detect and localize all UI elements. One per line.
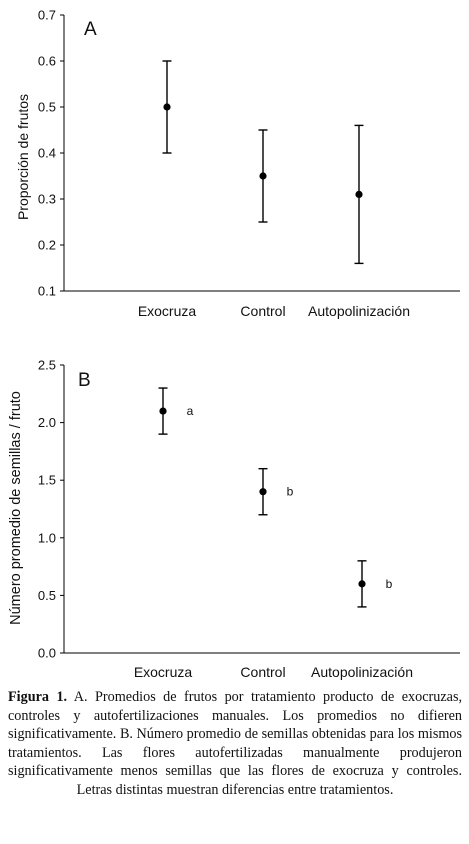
significance-letter: b	[386, 577, 393, 591]
x-tick-label: Autopolinización	[308, 303, 410, 319]
y-tick-label: 0.5	[38, 588, 56, 603]
significance-letter: b	[287, 485, 294, 499]
caption-label: Figura 1.	[8, 689, 68, 705]
chart-b-panel-label: B	[78, 370, 91, 391]
figure-caption: Figura 1. A. Promedios de frutos por tra…	[8, 688, 462, 800]
y-tick-label: 0.4	[38, 146, 56, 161]
y-tick-label: 0.3	[38, 192, 56, 207]
chart-a-ylabel: Proporción de frutos	[15, 94, 31, 220]
caption-text: A. Promedios de frutos por tratamiento p…	[8, 689, 463, 798]
significance-letter: a	[187, 404, 194, 418]
x-tick-label: Exocruza	[134, 664, 193, 680]
y-tick-label: 0.7	[38, 8, 56, 23]
x-tick-label: Control	[240, 303, 285, 319]
y-tick-label: 2.0	[38, 415, 56, 430]
chart-b-axes	[63, 365, 460, 654]
data-point	[355, 190, 363, 198]
y-tick-label: 0.0	[38, 646, 56, 661]
data-point	[259, 488, 267, 496]
x-tick-label: Control	[240, 664, 285, 680]
chart-a-marks	[162, 60, 364, 265]
y-tick-label: 0.6	[38, 54, 56, 69]
data-point	[358, 580, 366, 588]
y-tick-label: 2.5	[38, 358, 56, 373]
chart-a-panel-label: A	[84, 19, 97, 40]
data-point	[163, 103, 171, 111]
data-point	[159, 407, 167, 415]
chart-b-yticks: 0.0 0.5 1.0 1.5 2.0 2.5	[38, 358, 64, 661]
chart-a-axes	[63, 15, 460, 292]
chart-a-yticks: 0.1 0.2 0.3 0.4 0.5 0.6 0.7	[38, 8, 64, 299]
data-point	[259, 172, 267, 180]
y-tick-label: 0.1	[38, 284, 56, 299]
y-tick-label: 1.0	[38, 530, 56, 545]
x-tick-label: Autopolinización	[311, 664, 413, 680]
x-tick-label: Exocruza	[138, 303, 197, 319]
chart-b-ylabel: Número promedio de semillas / fruto	[8, 391, 24, 625]
chart-a: A Proporción de frutos 0.10.20.30.40.50.…	[15, 8, 460, 319]
chart-a-xticks: Exocruza Control Autopolinización	[138, 303, 410, 319]
y-tick-label: 1.5	[38, 473, 56, 488]
chart-b-xticks: Exocruza Control Autopolinización	[134, 664, 413, 680]
chart-b: B Número promedio de semillas / fruto 0.…	[8, 358, 460, 680]
chart-b-marks: a b b	[158, 387, 393, 608]
y-tick-label: 0.5	[38, 100, 56, 115]
y-tick-label: 0.2	[38, 238, 56, 253]
